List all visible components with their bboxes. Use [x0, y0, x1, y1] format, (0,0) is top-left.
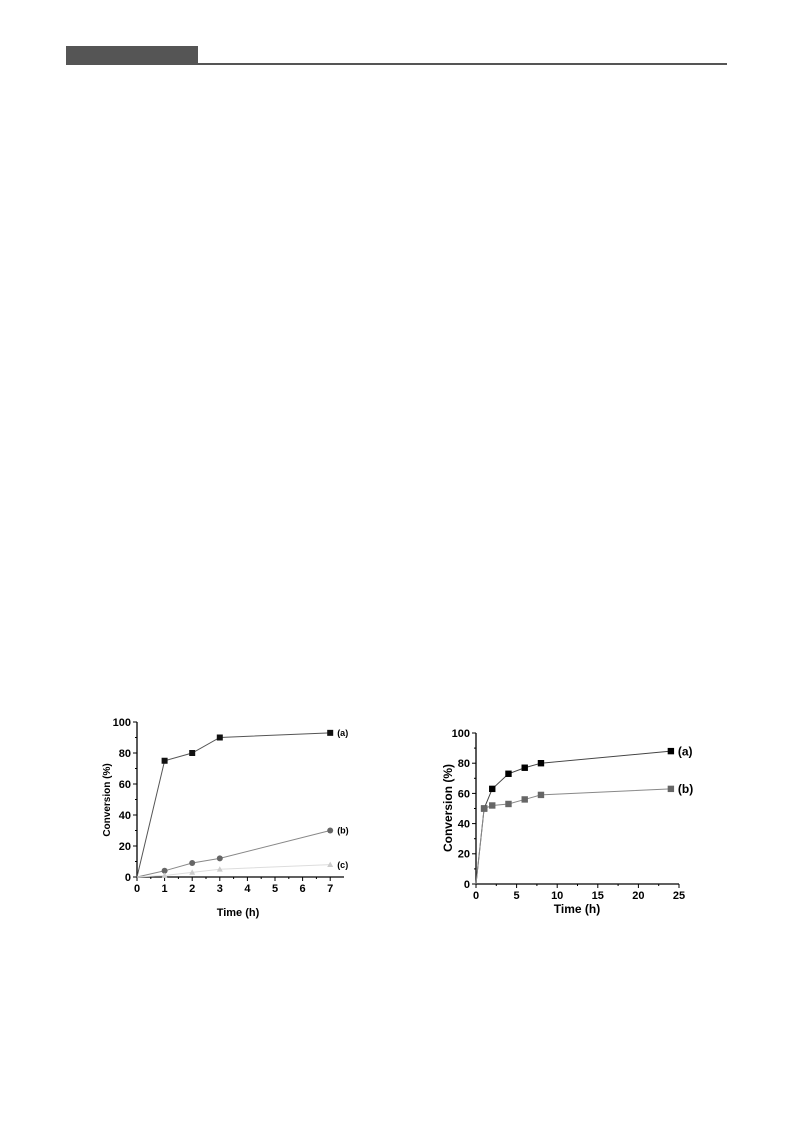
right-point [489, 785, 496, 793]
left-y-tick-label: 40 [119, 810, 131, 822]
chart-left-ylabel: Conversion (%) [102, 763, 113, 836]
left-series-label-1: (b) [337, 826, 349, 836]
left-point [161, 872, 168, 878]
right-point [505, 770, 512, 777]
left-point [216, 734, 223, 741]
left-y-tick-label: 100 [113, 717, 131, 729]
right-point [521, 796, 528, 803]
left-point [189, 869, 196, 875]
left-point [216, 866, 223, 872]
right-series-line-0 [475, 750, 671, 885]
left-x-tick-label: 0 [134, 883, 140, 895]
right-x-tick-label: 15 [592, 890, 604, 902]
right-x-tick-label: 10 [551, 890, 563, 902]
right-point [537, 791, 545, 799]
left-point [216, 855, 223, 862]
right-point [521, 764, 528, 771]
left-x-tick-label: 6 [300, 883, 306, 895]
left-point [161, 757, 168, 764]
right-x-tick-label: 25 [673, 890, 685, 902]
left-point [189, 750, 196, 756]
right-point [667, 785, 675, 793]
left-point [189, 860, 196, 867]
left-y-tick-label: 0 [125, 872, 131, 884]
left-x-tick-label: 2 [189, 883, 195, 895]
chart-right-xlabel: Time (h) [554, 902, 600, 916]
right-point [505, 800, 512, 808]
header-tab-bar [66, 46, 198, 64]
right-y-tick-label: 0 [464, 879, 470, 891]
left-point [327, 861, 334, 867]
left-x-tick-label: 4 [244, 883, 251, 895]
right-point [480, 805, 488, 812]
right-x-tick-label: 5 [514, 890, 520, 902]
right-series-label-0: (a) [678, 744, 693, 758]
right-point [537, 760, 545, 767]
right-series-label-1: (b) [678, 782, 693, 796]
left-x-tick-label: 7 [327, 883, 333, 895]
left-series-line-0 [136, 732, 331, 878]
left-x-tick-label: 3 [217, 883, 223, 895]
left-x-tick-label: 5 [272, 883, 278, 895]
left-series-line-2 [136, 864, 331, 878]
left-series-label-2: (c) [337, 860, 348, 870]
right-series-line-1 [475, 788, 671, 885]
chart-left-xlabel: Time (h) [217, 907, 260, 919]
right-y-tick-label: 20 [458, 849, 470, 861]
left-point [327, 827, 334, 834]
left-point [327, 729, 334, 736]
right-y-tick-label: 100 [452, 728, 470, 740]
left-y-tick-label: 60 [119, 779, 131, 791]
right-y-tick-label: 40 [458, 818, 470, 830]
left-series-line-1 [136, 830, 331, 878]
left-y-tick-label: 20 [119, 841, 131, 853]
chart-right-ylabel: Conversion (%) [441, 764, 455, 852]
left-x-tick-label: 1 [162, 883, 168, 895]
right-y-tick-label: 80 [458, 758, 470, 770]
header-rule [66, 63, 727, 65]
left-point [161, 867, 168, 874]
right-point [480, 805, 488, 812]
left-y-tick-label: 80 [119, 748, 131, 760]
left-series-label-0: (a) [337, 728, 348, 738]
right-x-tick-label: 20 [632, 890, 644, 902]
right-x-tick-label: 0 [473, 890, 479, 902]
right-point [667, 747, 675, 755]
right-y-tick-label: 60 [458, 788, 470, 800]
right-point [489, 802, 496, 809]
